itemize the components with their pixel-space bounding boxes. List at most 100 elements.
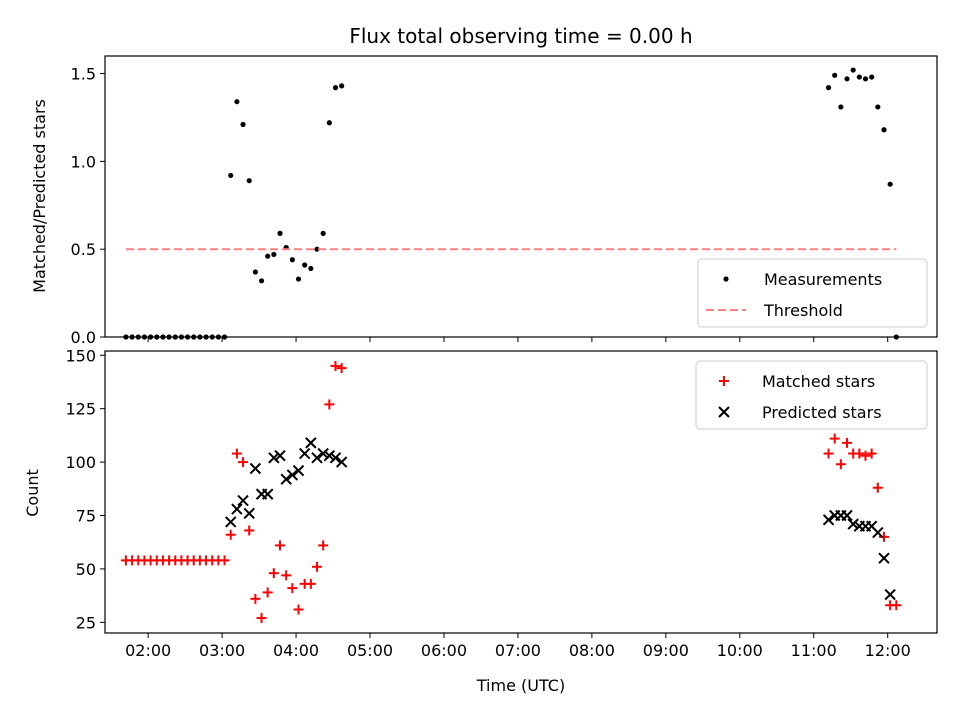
- predicted-star-point: [237, 494, 249, 507]
- legend: Measurements Threshold: [697, 258, 928, 328]
- legend-label: Measurements: [764, 270, 882, 289]
- legend-marker-predicted: [718, 406, 730, 418]
- predicted-star-point: [286, 469, 299, 481]
- matched-star-point: [835, 459, 846, 470]
- legend-label: Matched stars: [762, 372, 875, 391]
- measurement-point: [271, 251, 277, 258]
- predicted-star-point: [261, 488, 274, 500]
- measurement-point: [856, 74, 862, 80]
- x-tick-label: 05:00: [347, 641, 393, 660]
- measurement-point: [862, 76, 869, 82]
- y-tick-label: 1.5: [71, 65, 96, 84]
- predicted-star-point: [847, 518, 859, 530]
- y-tick-label: 1.0: [71, 152, 96, 171]
- predicted-star-point: [249, 462, 262, 475]
- predicted-star-point: [323, 449, 336, 462]
- matched-star-point: [854, 448, 865, 459]
- bottom-y-axis-label: Count: [23, 469, 42, 517]
- matched-star-point: [829, 433, 840, 444]
- measurement-point: [825, 85, 832, 91]
- legend-label: Predicted stars: [762, 403, 882, 422]
- measurement-point: [332, 85, 339, 91]
- y-tick-label: 100: [65, 453, 96, 472]
- x-tick-label: 10:00: [717, 641, 763, 660]
- matched-star-point: [231, 448, 242, 459]
- legend: Matched stars Predicted stars: [695, 360, 928, 430]
- y-tick-label: 150: [65, 346, 96, 365]
- measurement-point: [258, 278, 265, 284]
- legend-marker-measurements: [723, 276, 729, 282]
- x-tick-label: 11:00: [791, 641, 837, 660]
- predicted-star-point: [243, 507, 255, 520]
- matched-star-point: [860, 450, 871, 461]
- predicted-star-point: [298, 447, 311, 460]
- measurement-point: [295, 276, 302, 282]
- y-tick-label: 50: [76, 560, 96, 579]
- measurement-point: [339, 83, 345, 89]
- x-tick-label: 09:00: [643, 641, 689, 660]
- x-tick-label: 02:00: [125, 641, 171, 660]
- x-tick-label: 06:00: [421, 641, 467, 660]
- matched-star-point: [878, 531, 889, 542]
- matched-star-point: [268, 568, 279, 579]
- predicted-star-point: [822, 514, 835, 526]
- matched-star-point: [872, 482, 883, 493]
- measurement-point: [832, 72, 838, 78]
- measurement-point: [844, 76, 850, 82]
- measurement-point: [881, 127, 887, 133]
- measurement-point: [314, 246, 320, 252]
- predicted-star-point: [280, 473, 292, 485]
- predicted-star-point: [311, 452, 323, 464]
- matched-star-point: [312, 561, 323, 572]
- y-tick-label: 75: [76, 507, 96, 526]
- measurement-point: [320, 230, 326, 236]
- predicted-star-point: [884, 588, 896, 601]
- legend-marker-matched: [719, 376, 729, 386]
- x-tick-label: 08:00: [569, 641, 615, 660]
- matched-star-point: [262, 587, 273, 598]
- measurement-point: [326, 120, 332, 126]
- bottom-plot: 25 50 75 100 125 150 02:00 03:00 04:00 05:00 06:00…: [65, 346, 938, 660]
- predicted-star-point: [872, 526, 884, 539]
- matched-star-point: [219, 555, 230, 566]
- matched-star-point: [330, 360, 341, 371]
- measurement-point: [869, 74, 875, 80]
- top-y-axis-label: Matched/Predicted stars: [30, 99, 49, 293]
- measurement-point: [302, 262, 308, 268]
- matched-star-point: [866, 448, 877, 459]
- measurement-point: [277, 230, 283, 236]
- top-plot: 0.0 0.5 1.0 1.5 Measurements Threshold: [71, 55, 938, 347]
- predicted-star-point: [225, 516, 237, 528]
- matched-star-point: [244, 525, 255, 536]
- predicted-star-point: [292, 464, 305, 477]
- y-tick-label: 125: [65, 400, 96, 419]
- predicted-star-point: [329, 452, 342, 464]
- measurement-point: [289, 257, 295, 263]
- matched-star-point: [225, 529, 236, 540]
- top-chart-title: Flux total observing time = 0.00 h: [349, 24, 692, 48]
- predicted-star-point: [231, 503, 243, 515]
- measurement-point: [850, 67, 856, 73]
- measurement-point: [875, 104, 881, 110]
- matched-star-point: [842, 437, 853, 448]
- matched-star-point: [256, 613, 267, 624]
- matched-star-point: [891, 600, 902, 611]
- predicted-star-point: [274, 449, 286, 462]
- matched-star-point: [275, 540, 286, 551]
- matched-star-point: [281, 570, 292, 581]
- matched-star-point: [287, 583, 298, 594]
- matched-star-point: [823, 448, 834, 459]
- measurement-point: [265, 253, 271, 259]
- predicted-star-point: [317, 447, 329, 460]
- y-tick-label: 0.5: [71, 240, 96, 259]
- matched-star-point: [250, 593, 261, 604]
- matched-star-point: [305, 578, 316, 589]
- matched-star-point: [324, 399, 335, 410]
- measurement-point: [838, 104, 844, 110]
- matched-star-point: [293, 604, 304, 615]
- legend-box: [695, 360, 928, 430]
- x-axis-label: Time (UTC): [476, 676, 565, 695]
- predicted-star-point: [268, 452, 280, 464]
- x-tick-label: 07:00: [495, 641, 541, 660]
